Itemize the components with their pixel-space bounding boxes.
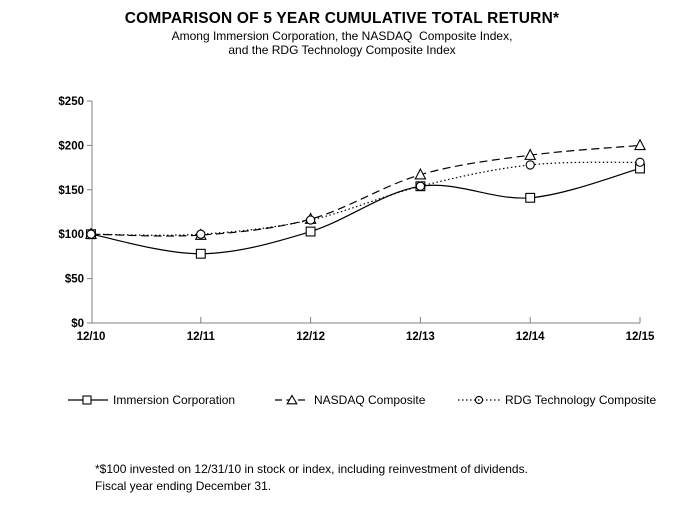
legend-item-immersion: Immersion Corporation	[68, 393, 235, 407]
marker-triangle-nasdaq-composite	[633, 138, 647, 151]
marker-circle-rdg-technology-composite	[196, 229, 206, 239]
series-line-immersion-corporation	[90, 167, 641, 255]
x-tick-label: 12/13	[406, 331, 435, 343]
x-tick-label: 12/14	[516, 331, 545, 343]
y-tick-label: $150	[58, 185, 84, 197]
y-tick-label: $250	[58, 96, 84, 108]
marker-circle-rdg-technology-composite	[305, 215, 316, 225]
marker-square-immersion-corporation	[525, 192, 536, 203]
x-tick-label: 12/12	[296, 331, 325, 343]
chart-subtitle-line2: and the RDG Technology Composite Index	[228, 43, 456, 57]
x-tick-label: 12/15	[626, 331, 655, 343]
marker-square-immersion-corporation	[305, 226, 316, 237]
chart-title: COMPARISON OF 5 YEAR CUMULATIVE TOTAL RE…	[124, 10, 560, 27]
chart-footnote: *$100 invested on 12/31/10 in stock or i…	[95, 461, 528, 495]
x-tick-label: 12/10	[77, 331, 106, 343]
y-tick-label: $200	[58, 140, 84, 152]
marker-triangle-nasdaq-composite	[524, 148, 537, 160]
marker-circle-rdg-technology-composite	[86, 229, 96, 239]
legend-item-rdg: RDG Technology Composite	[458, 393, 656, 407]
marker-triangle-nasdaq-composite	[414, 167, 427, 180]
x-tick-label: 12/11	[187, 331, 216, 343]
legend-label-rdg: RDG Technology Composite	[505, 393, 657, 407]
dashed-triangle-legend-icon	[275, 394, 309, 405]
footnote-line2: Fiscal year ending December 31.	[95, 479, 272, 493]
legend-label-immersion: Immersion Corporation	[113, 393, 236, 407]
y-tick-label: $0	[71, 318, 84, 330]
legend-item-nasdaq: NASDAQ Composite	[275, 393, 425, 407]
chart-subtitle-line1: Among Immersion Corporation, the NASDAQ …	[171, 29, 513, 43]
marker-square-immersion-corporation	[195, 248, 206, 259]
marker-circle-rdg-technology-composite	[525, 160, 535, 170]
dotted-circle-legend-icon	[458, 395, 500, 405]
footnote-line1: *$100 invested on 12/31/10 in stock or i…	[95, 462, 528, 476]
series-line-rdg-technology-composite	[90, 161, 641, 236]
y-tick-label: $100	[58, 229, 84, 241]
legend-label-nasdaq: NASDAQ Composite	[314, 393, 426, 407]
marker-circle-rdg-technology-composite	[415, 181, 426, 191]
marker-circle-rdg-technology-composite	[635, 157, 645, 167]
series-line-nasdaq-composite	[90, 144, 641, 237]
title-block: COMPARISON OF 5 YEAR CUMULATIVE TOTAL RE…	[0, 9, 684, 57]
line-chart: $0 $50 $100 $150 $200 $250 12/10 12/11 12/12 12/1…	[58, 96, 655, 343]
y-tick-label: $50	[65, 274, 84, 286]
solid-square-legend-icon	[68, 395, 108, 405]
